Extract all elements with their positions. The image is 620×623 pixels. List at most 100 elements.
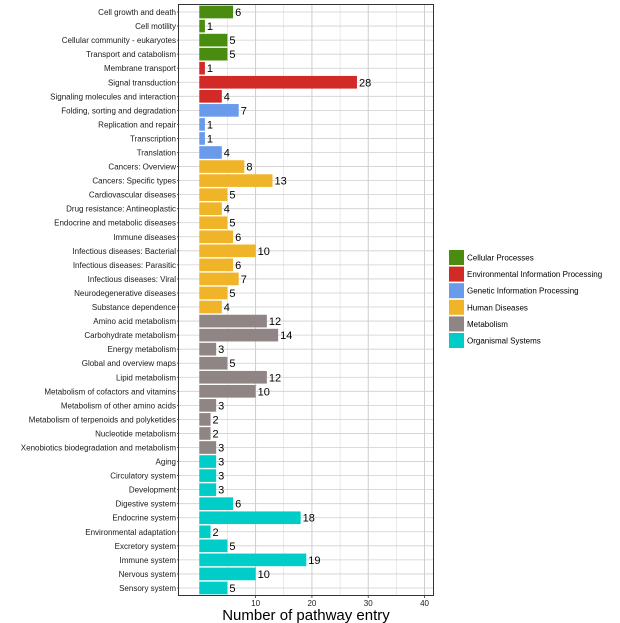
legend-label: Human Diseases [467, 303, 528, 312]
bar-value-label: 5 [229, 583, 235, 595]
x-tick-label: 40 [420, 599, 429, 608]
bar-value-label: 3 [218, 443, 224, 455]
legend-swatch [449, 316, 464, 332]
bar [199, 427, 211, 440]
bar [199, 286, 228, 300]
category-label: Aging [156, 458, 176, 467]
category-label: Amino acid metabolism [93, 317, 176, 326]
bar-value-label: 12 [269, 316, 281, 328]
legend-swatch [449, 266, 464, 282]
category-label: Lipid metabolism [116, 373, 176, 382]
bar [199, 75, 357, 89]
bar [199, 272, 239, 286]
bar-value-label: 18 [303, 513, 315, 525]
legend-swatch [449, 299, 464, 315]
category-label: Signal transduction [108, 78, 176, 87]
category-label: Drug resistance: Antineoplastic [66, 205, 176, 214]
category-label: Infectious diseases: Bacterial [72, 247, 176, 256]
category-label: Cancers: Specific types [92, 177, 176, 186]
bars: 6155128471148135456106754121435121032233… [199, 5, 371, 595]
bar [199, 89, 222, 103]
bar-value-label: 5 [229, 358, 235, 370]
bar-value-label: 6 [235, 499, 241, 511]
category-label: Infectious diseases: Viral [88, 275, 177, 284]
bar-value-label: 3 [218, 471, 224, 483]
category-label: Nucleotide metabolism [95, 429, 176, 438]
bar [199, 104, 239, 117]
category-label: Metabolism of cofactors and vitamins [44, 387, 176, 396]
category-label: Sensory system [119, 584, 176, 593]
x-tick-label: 20 [307, 599, 316, 608]
bar [199, 356, 228, 370]
category-label: Replication and repair [98, 120, 176, 129]
bar [199, 19, 205, 33]
bar [199, 314, 267, 328]
legend-label: Organismal Systems [467, 337, 541, 346]
bar [199, 132, 205, 145]
bar-value-label: 19 [308, 555, 320, 567]
bar-value-label: 1 [207, 63, 213, 75]
bar [199, 567, 256, 581]
bar [199, 5, 234, 19]
bar-value-label: 3 [218, 344, 224, 356]
bar [199, 511, 301, 525]
legend-label: Environmental Information Processing [467, 270, 602, 279]
category-label: Xenobiotics biodegradation and metabolis… [21, 444, 177, 453]
bar-value-label: 3 [218, 485, 224, 497]
bar-value-label: 10 [258, 569, 270, 581]
category-label: Global and overview maps [82, 359, 176, 368]
category-labels: Cell growth and death Cell motility Cellul… [21, 8, 179, 593]
bar-value-label: 6 [235, 7, 241, 19]
bar-value-label: 3 [218, 457, 224, 469]
bar [199, 244, 256, 258]
category-label: Endocrine system [112, 514, 176, 523]
bar [199, 399, 217, 412]
legend: Cellular Processes Environmental Informat… [449, 250, 602, 348]
category-label: Environmental adaptation [85, 528, 176, 537]
category-label: Translation [137, 149, 176, 158]
bar [199, 483, 217, 496]
x-tick-label: 10 [251, 599, 260, 608]
category-label: Cell motility [135, 22, 176, 31]
bar [199, 202, 222, 216]
category-label: Metabolism of terpenoids and polyketides [29, 415, 176, 424]
bar [199, 525, 211, 539]
bar-value-label: 4 [224, 204, 230, 216]
category-label: Transcription [130, 134, 176, 143]
bar [199, 370, 267, 384]
legend-label: Genetic Information Processing [467, 287, 579, 296]
category-label: Digestive system [116, 500, 177, 509]
bar [199, 441, 217, 454]
bar [199, 188, 228, 201]
category-label: Neurodegenerative diseases [74, 289, 176, 298]
bar [199, 497, 234, 511]
bar-value-label: 2 [213, 527, 219, 539]
category-label: Cell growth and death [98, 8, 176, 17]
bar-value-label: 5 [229, 35, 235, 47]
bar-value-label: 1 [207, 21, 213, 33]
bar [199, 384, 256, 398]
bar [199, 455, 217, 468]
bar-value-label: 5 [229, 288, 235, 300]
bar-value-label: 1 [207, 119, 213, 131]
bar [199, 553, 307, 567]
legend-swatch [449, 283, 464, 299]
category-label: Development [129, 486, 177, 495]
bar [199, 174, 273, 187]
bar-value-label: 5 [229, 218, 235, 230]
legend-swatch [449, 333, 464, 348]
category-label: Excretory system [115, 542, 177, 551]
category-label: Nervous system [119, 570, 177, 579]
x-tick-label: 30 [364, 599, 373, 608]
bar [199, 342, 217, 356]
bar-value-label: 4 [224, 91, 230, 103]
bar-value-label: 6 [235, 232, 241, 244]
category-label: Substance dependence [92, 303, 177, 312]
bar [199, 328, 279, 342]
bar-value-label: 1 [207, 133, 213, 145]
bar-value-label: 12 [269, 372, 281, 384]
legend-label: Metabolism [467, 320, 508, 329]
bar-value-label: 5 [229, 541, 235, 553]
